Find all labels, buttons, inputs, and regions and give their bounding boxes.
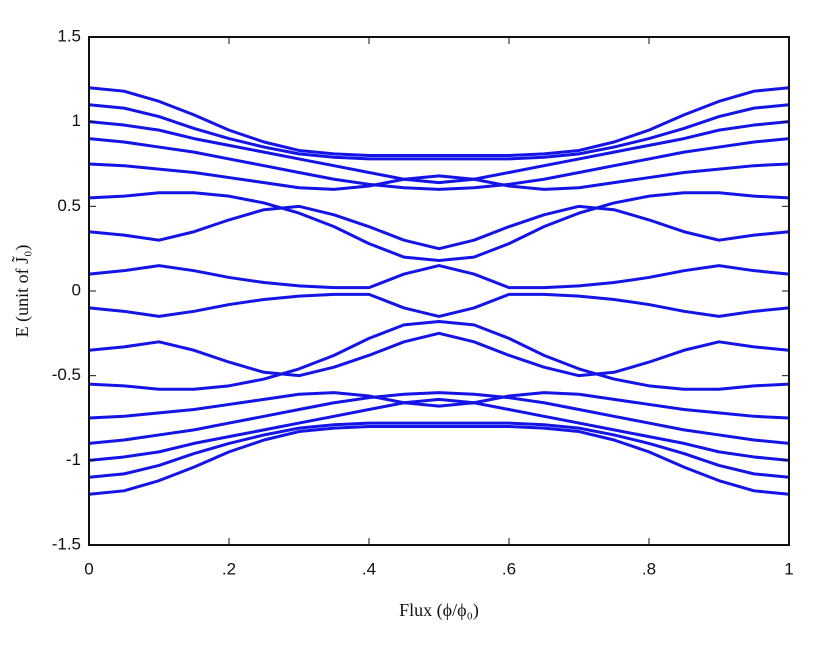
- series-line: [88, 86, 790, 158]
- series-line: [88, 204, 790, 251]
- x-axis-label: Flux (ϕ/ϕ₀): [399, 600, 479, 621]
- y-tick-label: -1.5: [52, 534, 81, 553]
- series-line: [88, 137, 790, 191]
- series-line: [88, 391, 790, 445]
- series-line: [88, 397, 790, 462]
- series-line: [88, 292, 790, 318]
- x-tick-label: .4: [362, 559, 376, 578]
- y-axis-label: E (unit of J̃₀): [11, 245, 33, 338]
- series-line: [88, 120, 790, 185]
- series-line: [88, 421, 790, 479]
- y-tick-label: 1: [72, 111, 81, 130]
- x-tick-label: .8: [642, 559, 656, 578]
- x-tick-label: 1: [784, 559, 793, 578]
- series-line: [88, 319, 790, 391]
- y-tick-label: 0: [72, 280, 81, 299]
- x-tick-label: 0: [84, 559, 93, 578]
- y-tick-label: -0.5: [52, 365, 81, 384]
- y-tick-label: -1: [66, 450, 81, 469]
- series-line: [88, 191, 790, 263]
- series-line: [88, 424, 790, 496]
- series-line: [88, 331, 790, 378]
- series-line: [88, 391, 790, 420]
- series-line: [88, 103, 790, 161]
- y-tick-label: 0.5: [57, 196, 81, 215]
- x-tick-label: .6: [502, 559, 516, 578]
- y-tick-label: 1.5: [57, 26, 81, 45]
- x-tick-label: .2: [222, 559, 236, 578]
- series-line: [88, 162, 790, 191]
- series-line: [88, 264, 790, 290]
